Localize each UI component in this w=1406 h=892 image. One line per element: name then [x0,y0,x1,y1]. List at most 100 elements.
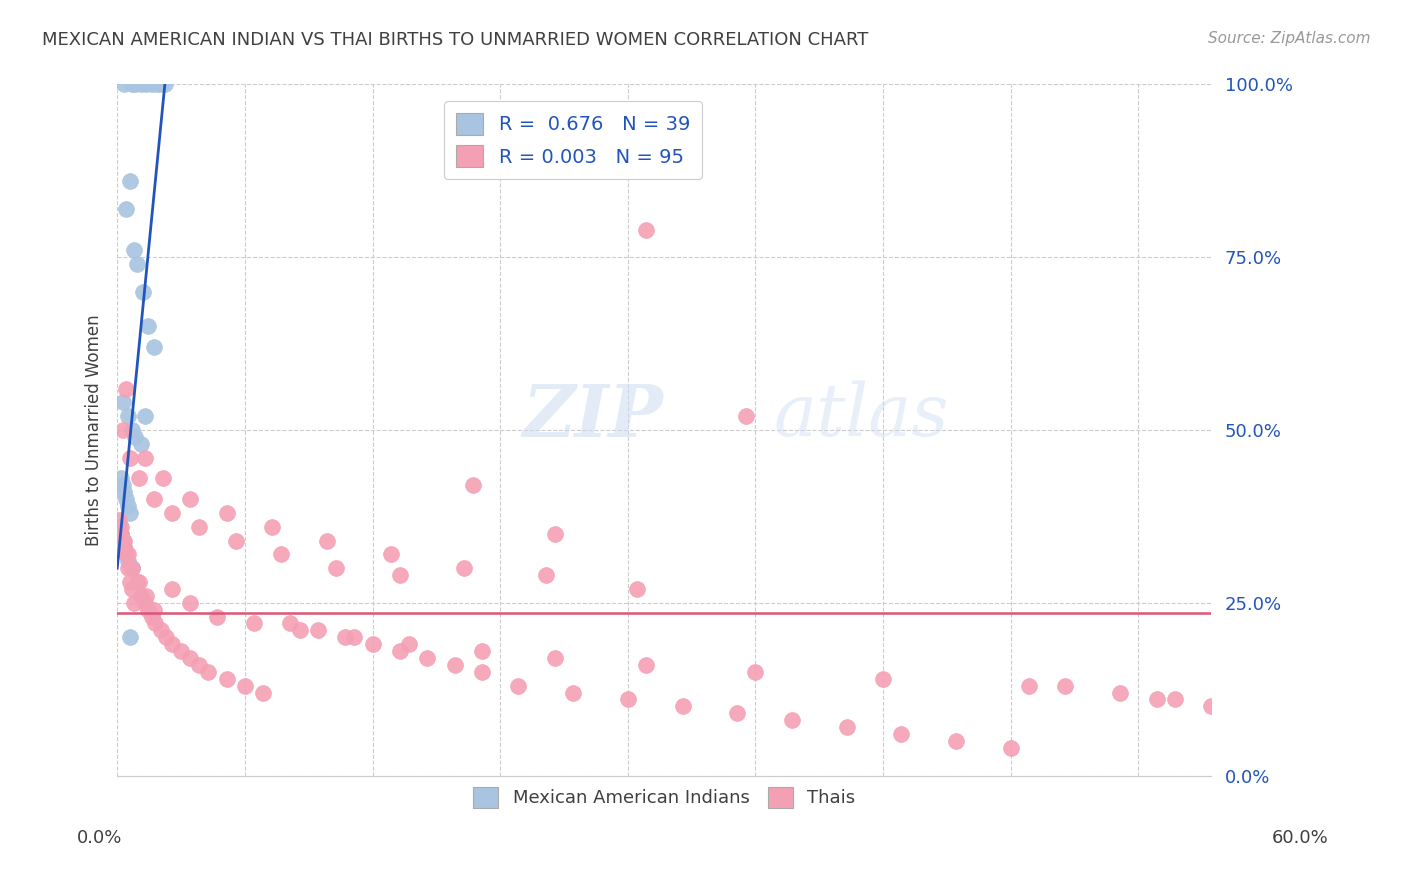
Point [110,533,132,548]
Point [146,78,169,92]
Point [780,713,803,727]
Point [243,616,266,631]
Point [127,257,149,271]
Point [398,637,420,651]
Point [307,624,329,638]
Point [136,602,159,616]
Point [170,644,193,658]
Point [129,78,152,92]
Point [288,624,311,638]
Point [114,541,136,555]
Point [179,596,201,610]
Point [634,657,657,672]
Point [135,78,157,92]
Point [215,506,238,520]
Point [872,672,894,686]
Point [121,78,143,92]
Point [132,285,155,299]
Point [121,582,143,596]
Point [117,561,139,575]
Point [111,541,134,555]
Point [262,519,284,533]
Point [153,78,176,92]
Text: 0.0%: 0.0% [77,829,122,847]
Point [1054,679,1077,693]
Point [141,609,163,624]
Point [136,319,159,334]
Point [544,526,567,541]
Point [179,492,201,507]
Point [145,616,167,631]
Point [215,672,238,686]
Text: Source: ZipAtlas.com: Source: ZipAtlas.com [1208,31,1371,46]
Point [142,340,165,354]
Point [114,78,136,92]
Point [124,430,146,444]
Point [110,526,132,541]
Point [110,519,132,533]
Point [1164,692,1187,706]
Point [118,450,141,465]
Point [725,706,748,721]
Point [233,679,256,693]
Point [188,519,211,533]
Point [471,644,494,658]
Point [343,630,366,644]
Point [149,624,172,638]
Text: 60.0%: 60.0% [1272,829,1329,847]
Point [1201,699,1223,714]
Point [461,478,484,492]
Point [197,665,219,679]
Point [388,644,411,658]
Point [118,174,141,188]
Text: MEXICAN AMERICAN INDIAN VS THAI BIRTHS TO UNMARRIED WOMEN CORRELATION CHART: MEXICAN AMERICAN INDIAN VS THAI BIRTHS T… [42,31,869,49]
Point [114,541,136,555]
Point [160,637,183,651]
Point [1000,740,1022,755]
Point [270,547,292,561]
Point [316,533,339,548]
Point [111,423,134,437]
Point [134,450,156,465]
Point [134,409,156,424]
Point [111,395,134,409]
Point [1109,685,1132,699]
Point [108,526,131,541]
Point [280,616,302,631]
Point [115,547,138,561]
Point [117,554,139,568]
Point [115,382,138,396]
Point [128,471,150,485]
Point [252,685,274,699]
Point [380,547,402,561]
Point [388,568,411,582]
Point [634,222,657,236]
Text: atlas: atlas [773,381,949,451]
Point [508,679,530,693]
Point [118,574,141,589]
Point [160,582,183,596]
Point [160,506,183,520]
Point [108,513,131,527]
Point [121,423,143,437]
Point [544,651,567,665]
Point [114,485,136,500]
Point [735,409,758,424]
Point [110,526,132,541]
Point [115,492,138,507]
Point [890,727,912,741]
Point [121,561,143,575]
Point [207,609,229,624]
Point [453,561,475,575]
Point [471,665,494,679]
Point [142,602,165,616]
Point [114,533,136,548]
Point [945,734,967,748]
Point [325,561,347,575]
Point [127,574,149,589]
Point [141,78,163,92]
Point [111,533,134,548]
Point [179,651,201,665]
Point [108,519,131,533]
Point [188,657,211,672]
